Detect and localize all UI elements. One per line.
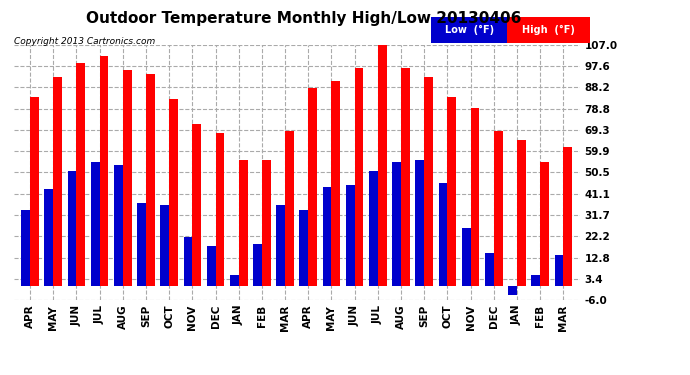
- Bar: [378, 45, 386, 286]
- Bar: [193, 124, 201, 286]
- Bar: [308, 88, 317, 286]
- Bar: [540, 162, 549, 286]
- Bar: [531, 275, 540, 286]
- Bar: [355, 68, 364, 286]
- Bar: [230, 275, 239, 286]
- Bar: [184, 237, 193, 286]
- Bar: [239, 160, 248, 286]
- Bar: [517, 140, 526, 286]
- Bar: [563, 147, 572, 286]
- Bar: [439, 183, 447, 286]
- FancyBboxPatch shape: [507, 17, 590, 43]
- Bar: [471, 108, 480, 286]
- Bar: [262, 160, 270, 286]
- Bar: [137, 203, 146, 286]
- Bar: [21, 210, 30, 286]
- Bar: [123, 70, 132, 286]
- Bar: [207, 246, 215, 286]
- Bar: [285, 131, 294, 286]
- Text: High  (°F): High (°F): [522, 25, 575, 35]
- Bar: [401, 68, 410, 286]
- Bar: [30, 97, 39, 286]
- Bar: [53, 76, 62, 286]
- FancyBboxPatch shape: [431, 17, 507, 43]
- Bar: [68, 171, 77, 286]
- Bar: [44, 189, 53, 286]
- FancyBboxPatch shape: [431, 17, 590, 43]
- Bar: [253, 244, 262, 286]
- Bar: [91, 162, 99, 286]
- Text: Copyright 2013 Cartronics.com: Copyright 2013 Cartronics.com: [14, 38, 155, 46]
- Bar: [323, 187, 331, 286]
- Bar: [331, 81, 340, 286]
- Bar: [99, 56, 108, 286]
- Bar: [447, 97, 456, 286]
- Bar: [415, 160, 424, 286]
- Bar: [77, 63, 86, 286]
- Bar: [369, 171, 378, 286]
- Bar: [299, 210, 308, 286]
- Bar: [508, 286, 517, 296]
- Bar: [346, 185, 355, 286]
- Bar: [215, 133, 224, 286]
- Bar: [160, 205, 169, 286]
- Text: Low  (°F): Low (°F): [445, 25, 494, 35]
- Bar: [169, 99, 178, 286]
- Bar: [462, 228, 471, 286]
- Bar: [114, 165, 123, 286]
- Bar: [555, 255, 563, 286]
- Bar: [424, 76, 433, 286]
- Bar: [276, 205, 285, 286]
- Bar: [485, 253, 494, 286]
- Bar: [392, 162, 401, 286]
- Bar: [146, 74, 155, 286]
- Bar: [494, 131, 502, 286]
- Text: Outdoor Temperature Monthly High/Low 20130406: Outdoor Temperature Monthly High/Low 201…: [86, 11, 521, 26]
